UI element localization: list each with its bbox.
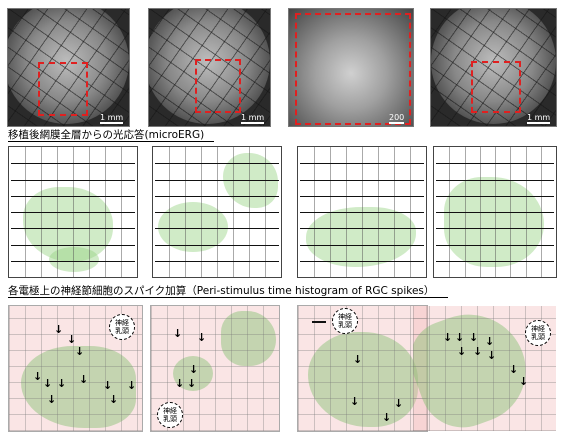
response-arrow: ↓ xyxy=(443,331,453,344)
erg-trace xyxy=(436,195,554,197)
erg-trace xyxy=(155,228,279,230)
erg-panel-2 xyxy=(152,146,282,278)
erg-trace xyxy=(11,163,135,165)
response-arrow: ↓ xyxy=(382,411,392,424)
erg-panel-1 xyxy=(8,146,138,278)
erg-trace xyxy=(300,244,424,246)
microscopy-image-1: 1 mm xyxy=(7,8,130,127)
roi-box xyxy=(471,61,521,113)
heading-underline xyxy=(8,297,448,298)
scale-bar-label: 200 xyxy=(389,113,405,124)
psth-heading: 各電極上の神経節細胞のスパイク加算（Peri-stimulus time his… xyxy=(8,285,435,297)
optic-nerve-head-marker: 神経乳頭 xyxy=(332,308,358,334)
response-arrow: ↓ xyxy=(457,345,467,358)
microscopy-image-2: 1 mm xyxy=(148,8,271,127)
response-arrow: ↓ xyxy=(197,331,207,344)
optic-nerve-head-marker: 神経乳頭 xyxy=(525,320,551,346)
erg-trace xyxy=(155,163,279,165)
scale-bar-label: 1 mm xyxy=(241,113,265,124)
response-arrow: ↓ xyxy=(33,370,43,383)
optic-nerve-head-marker: 神経乳頭 xyxy=(157,402,183,428)
erg-trace xyxy=(11,179,135,181)
response-arrow: ↓ xyxy=(175,377,185,390)
response-arrow: ↓ xyxy=(173,327,183,340)
erg-trace xyxy=(11,244,135,246)
erg-trace xyxy=(300,163,424,165)
erg-trace xyxy=(11,260,135,262)
scale-bar-label: 1 mm xyxy=(527,113,551,124)
response-arrow: ↓ xyxy=(189,363,199,376)
response-arrow: ↓ xyxy=(109,393,119,406)
erg-trace xyxy=(11,212,135,213)
response-arrow: ↓ xyxy=(79,373,89,386)
response-arrow: ↓ xyxy=(54,323,64,336)
erg-trace xyxy=(11,228,135,230)
erg-trace xyxy=(300,228,424,230)
response-arrow: ↓ xyxy=(57,377,67,390)
optic-nerve-head-marker: 神経乳頭 xyxy=(109,314,135,340)
response-arrow: ↓ xyxy=(353,353,363,366)
erg-trace xyxy=(11,195,135,197)
response-arrow: ↓ xyxy=(43,377,53,390)
response-arrow: ↓ xyxy=(47,393,57,406)
erg-trace xyxy=(155,212,279,213)
psth-panel-1: 神経乳頭 ↓ ↓ ↓ ↓ ↓ ↓ ↓ ↓ ↓ ↓ ↓ xyxy=(8,305,143,432)
erg-trace xyxy=(436,260,554,262)
response-arrow: ↓ xyxy=(469,331,479,344)
erg-trace xyxy=(436,163,554,165)
response-arrow: ↓ xyxy=(67,333,77,346)
response-arrow: ↓ xyxy=(75,345,85,358)
response-arrow: ↓ xyxy=(487,349,497,362)
erg-trace xyxy=(300,195,424,197)
heading-underline xyxy=(8,141,214,142)
erg-trace xyxy=(300,179,424,181)
erg-trace xyxy=(300,212,424,213)
erg-panel-3 xyxy=(297,146,427,278)
response-arrow: ↓ xyxy=(187,377,197,390)
psth-panel-2: 神経乳頭 ↓ ↓ ↓ ↓ ↓ xyxy=(150,305,280,432)
roi-box xyxy=(195,59,241,113)
erg-trace xyxy=(436,179,554,181)
response-arrow: ↓ xyxy=(350,395,360,408)
response-arrow: ↓ xyxy=(394,397,404,410)
psth-panel-3: 神経乳頭 ↓ ↓ ↓ ↓ xyxy=(297,305,428,432)
scale-bar-label: 1 mm xyxy=(100,113,124,124)
response-arrow: ↓ xyxy=(485,335,495,348)
response-arrow: ↓ xyxy=(509,363,519,376)
erg-trace xyxy=(300,260,424,262)
erg-trace xyxy=(436,228,554,230)
response-arrow: ↓ xyxy=(127,379,137,392)
microscopy-image-3: 200 xyxy=(288,8,414,127)
response-arrow: ↓ xyxy=(103,379,113,392)
response-arrow: ↓ xyxy=(455,331,465,344)
erg-trace xyxy=(155,244,279,246)
psth-panel-4: 神経乳頭 ↓ ↓ ↓ ↓ ↓ ↓ ↓ ↓ ↓ xyxy=(412,305,557,432)
erg-trace xyxy=(155,195,279,197)
erg-panel-4 xyxy=(433,146,557,278)
roi-box xyxy=(295,13,411,125)
erg-trace xyxy=(436,212,554,213)
microscopy-image-4: 1 mm xyxy=(430,8,557,127)
roi-box xyxy=(38,62,88,116)
psth-bar xyxy=(312,321,326,323)
erg-trace xyxy=(155,260,279,262)
microerg-heading: 移植後網膜全層からの光応答(microERG) xyxy=(8,129,205,141)
response-arrow: ↓ xyxy=(473,345,483,358)
erg-trace xyxy=(155,179,279,181)
response-arrow: ↓ xyxy=(519,375,529,388)
erg-trace xyxy=(436,244,554,246)
